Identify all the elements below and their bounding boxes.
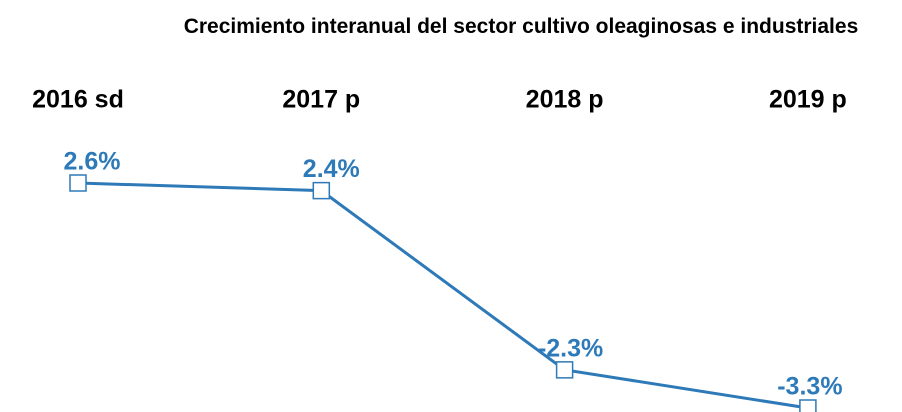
marker <box>555 361 574 379</box>
x-tick-label: 2016 sd <box>32 86 124 114</box>
data-label: 2.6% <box>64 148 121 176</box>
chart-title: Crecimiento interanual del sector cultiv… <box>183 15 859 38</box>
x-tick-label: 2017 p <box>282 86 360 114</box>
data-label: 2.4% <box>303 155 360 183</box>
line <box>77 181 809 410</box>
data-label: -3.3% <box>777 373 842 401</box>
marker <box>799 399 817 412</box>
marker <box>69 174 87 192</box>
data-label: -2.3% <box>538 334 603 362</box>
x-tick-label: 2018 p <box>526 86 604 114</box>
marker <box>312 181 331 200</box>
x-tick-label: 2019 p <box>769 86 847 114</box>
